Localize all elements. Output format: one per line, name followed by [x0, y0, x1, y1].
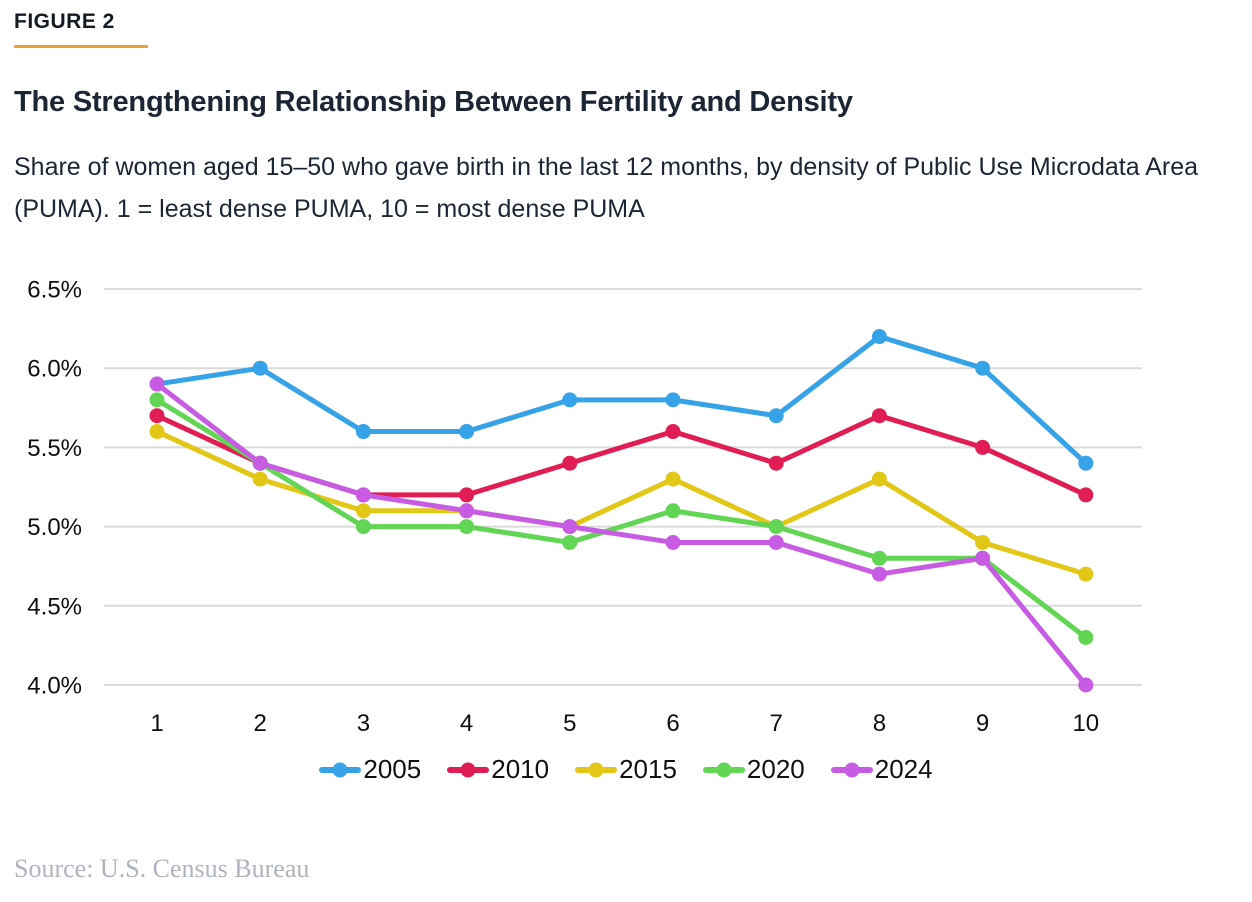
data-point-2005-x4 — [459, 424, 475, 440]
data-point-2010-x8 — [871, 408, 887, 424]
legend-marker-icon — [447, 762, 490, 777]
legend-marker-icon — [575, 762, 618, 777]
data-point-2020-x3 — [355, 519, 371, 535]
data-point-2010-x9 — [975, 439, 991, 455]
x-axis-tick-label: 1 — [150, 710, 163, 737]
data-point-2015-x2 — [252, 471, 268, 487]
data-point-2024-x2 — [252, 455, 268, 471]
data-point-2015-x3 — [355, 503, 371, 519]
legend-marker-icon — [319, 762, 362, 777]
legend-item-2015: 2015 — [575, 754, 677, 785]
legend-marker-icon — [830, 762, 873, 777]
chart-title: The Strengthening Relationship Between F… — [14, 86, 853, 118]
data-point-2024-x8 — [871, 566, 887, 582]
legend-marker-icon — [702, 762, 745, 777]
data-point-2005-x7 — [768, 408, 784, 424]
x-axis-tick-label: 6 — [666, 710, 679, 737]
legend-item-2005: 2005 — [319, 754, 421, 785]
data-point-2024-x1 — [149, 376, 165, 392]
data-point-2024-x4 — [459, 503, 475, 519]
data-point-2010-x4 — [459, 487, 475, 503]
x-axis-tick-label: 10 — [1072, 710, 1099, 737]
x-axis-tick-label: 9 — [976, 710, 989, 737]
data-point-2005-x3 — [355, 424, 371, 440]
y-axis-tick-label: 4.5% — [27, 593, 82, 620]
source-note: Source: U.S. Census Bureau — [14, 854, 310, 883]
legend-label: 2010 — [491, 754, 550, 784]
data-point-2010-x10 — [1078, 487, 1094, 503]
legend-item-2010: 2010 — [447, 754, 549, 785]
series-line-2024 — [154, 381, 1089, 688]
line-chart: 6.5% 6.0% 5.5% 5.0% 4.5% 4.0% 1 2 3 4 5 6 7 8 9 10 — [0, 260, 1252, 740]
data-point-2020-x4 — [459, 519, 475, 535]
y-axis-tick-label: 6.5% — [27, 277, 82, 304]
data-point-2015-x1 — [149, 424, 165, 440]
legend-item-2020: 2020 — [702, 754, 805, 785]
x-axis-tick-label: 2 — [254, 710, 267, 737]
data-point-2015-x6 — [665, 471, 681, 487]
data-point-2015-x10 — [1078, 566, 1094, 582]
legend-label: 2005 — [363, 754, 422, 784]
line-chart-canvas: 6.5% 6.0% 5.5% 5.0% 4.5% 4.0% 1 2 3 4 5 6 7 8 9 10 — [27, 277, 1142, 737]
x-axis-tick-label: 5 — [563, 710, 576, 737]
chart-legend: 2005 2010 2015 2020 2024 — [0, 754, 1252, 785]
y-axis-tick-label: 5.0% — [27, 514, 82, 541]
y-axis-tick-label: 4.0% — [27, 673, 82, 700]
data-point-2010-x5 — [562, 455, 578, 471]
data-point-2024-x10 — [1078, 677, 1094, 693]
data-point-2005-x8 — [871, 329, 887, 345]
y-axis-tick-label: 6.0% — [27, 356, 82, 383]
legend-item-2024: 2024 — [830, 754, 933, 785]
y-axis-tick-label: 5.5% — [27, 435, 82, 462]
data-point-2005-x10 — [1078, 455, 1094, 471]
data-point-2020-x10 — [1078, 629, 1094, 645]
data-point-2010-x6 — [665, 424, 681, 440]
data-point-2005-x2 — [252, 360, 268, 376]
legend-label: 2020 — [746, 754, 805, 784]
data-point-2005-x5 — [562, 392, 578, 408]
figure-rule-divider — [14, 45, 148, 48]
data-point-2015-x9 — [975, 534, 991, 550]
legend-label: 2015 — [619, 754, 677, 784]
data-point-2020-x6 — [665, 503, 681, 519]
data-point-2024-x5 — [562, 519, 578, 535]
series-line-2020 — [154, 397, 1089, 640]
data-point-2024-x6 — [665, 534, 681, 550]
series-line-2005 — [154, 334, 1089, 466]
chart-subtitle: Share of women aged 15–50 who gave birth… — [14, 153, 1199, 223]
data-point-2010-x1 — [149, 408, 165, 424]
series-line-2015 — [154, 429, 1089, 577]
data-point-2020-x1 — [149, 392, 165, 408]
x-axis-tick-label: 3 — [357, 710, 370, 737]
data-point-2024-x9 — [975, 550, 991, 566]
data-point-2020-x8 — [871, 550, 887, 566]
figure-label: FIGURE 2 — [14, 10, 115, 33]
x-axis-tick-label: 4 — [460, 710, 473, 737]
data-point-2020-x5 — [562, 534, 578, 550]
data-point-2010-x7 — [768, 455, 784, 471]
data-point-2005-x9 — [975, 360, 991, 376]
data-point-2024-x3 — [355, 487, 371, 503]
x-axis-tick-label: 8 — [873, 710, 886, 737]
legend-label: 2024 — [874, 754, 933, 784]
data-point-2024-x7 — [768, 534, 784, 550]
data-point-2005-x6 — [665, 392, 681, 408]
data-point-2015-x8 — [871, 471, 887, 487]
data-point-2020-x7 — [768, 519, 784, 535]
x-axis-tick-label: 7 — [770, 710, 783, 737]
